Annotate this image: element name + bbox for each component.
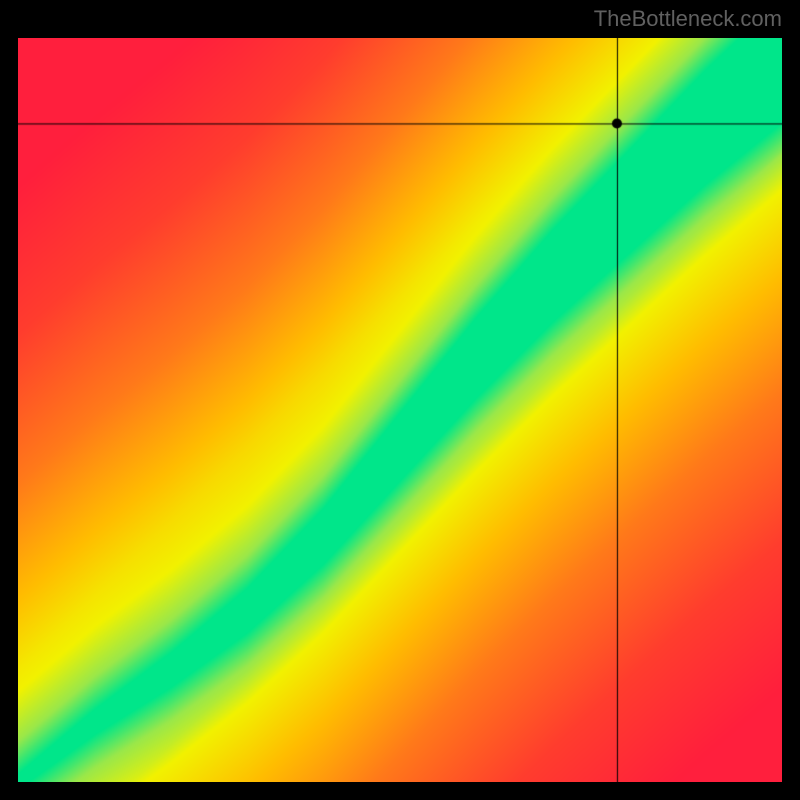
- heatmap-chart: [18, 38, 782, 782]
- heatmap-canvas: [18, 38, 782, 782]
- watermark-text: TheBottleneck.com: [594, 6, 782, 32]
